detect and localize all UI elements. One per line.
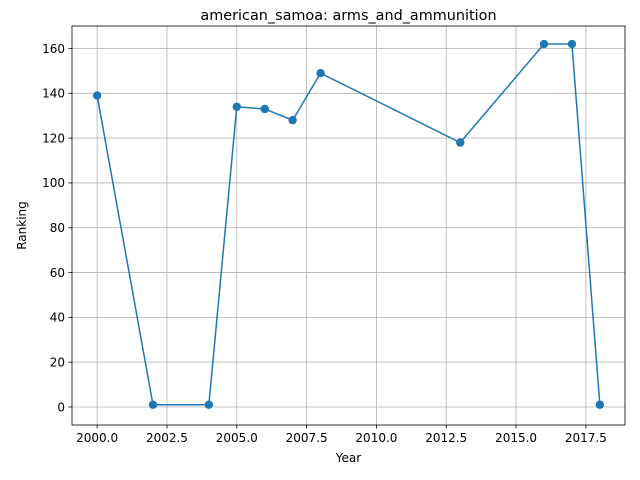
series-line-layer bbox=[96, 43, 601, 406]
chart-title: american_samoa: arms_and_ammunition bbox=[200, 8, 496, 24]
x-tick-label: 2002.5 bbox=[146, 431, 188, 445]
x-tick-label: 2017.5 bbox=[565, 431, 607, 445]
x-tick-label: 2015.0 bbox=[495, 431, 537, 445]
data-point bbox=[288, 116, 297, 125]
y-tick-label: 20 bbox=[50, 355, 65, 369]
x-axis-label: Year bbox=[335, 451, 361, 465]
data-point bbox=[539, 39, 549, 49]
y-axis-ticks: 0 20 40 60 80 100 120 140 160 bbox=[42, 42, 72, 414]
x-axis-ticks: 2000.0 2002.5 2005.0 2007.5 2010.0 2012.5 2015… bbox=[76, 425, 607, 445]
y-tick-label: 120 bbox=[42, 131, 65, 145]
y-axis-label: Ranking bbox=[15, 201, 29, 250]
data-point bbox=[456, 138, 465, 147]
series-line bbox=[96, 43, 601, 406]
plot-area-frame bbox=[71, 25, 626, 426]
y-tick-label: 140 bbox=[42, 87, 65, 101]
x-tick-label: 2007.5 bbox=[286, 431, 328, 445]
data-point bbox=[316, 68, 325, 78]
data-point bbox=[204, 400, 214, 409]
y-tick-label: 100 bbox=[42, 176, 65, 190]
y-tick-label: 80 bbox=[50, 221, 65, 235]
x-tick-label: 2000.0 bbox=[76, 431, 118, 445]
y-tick-label: 0 bbox=[57, 400, 65, 414]
x-tick-label: 2005.0 bbox=[216, 431, 258, 445]
x-tick-label: 2010.0 bbox=[355, 431, 397, 445]
data-point bbox=[232, 102, 241, 111]
y-tick-label: 160 bbox=[42, 42, 65, 56]
y-tick-label: 60 bbox=[50, 266, 65, 280]
data-points bbox=[92, 39, 605, 409]
data-point bbox=[595, 400, 605, 409]
data-point bbox=[92, 91, 102, 100]
data-point bbox=[260, 104, 269, 114]
grid-lines bbox=[72, 26, 625, 425]
x-tick-label: 2012.5 bbox=[425, 431, 467, 445]
data-point bbox=[148, 400, 158, 409]
y-tick-label: 40 bbox=[50, 311, 65, 325]
data-point bbox=[567, 39, 577, 49]
